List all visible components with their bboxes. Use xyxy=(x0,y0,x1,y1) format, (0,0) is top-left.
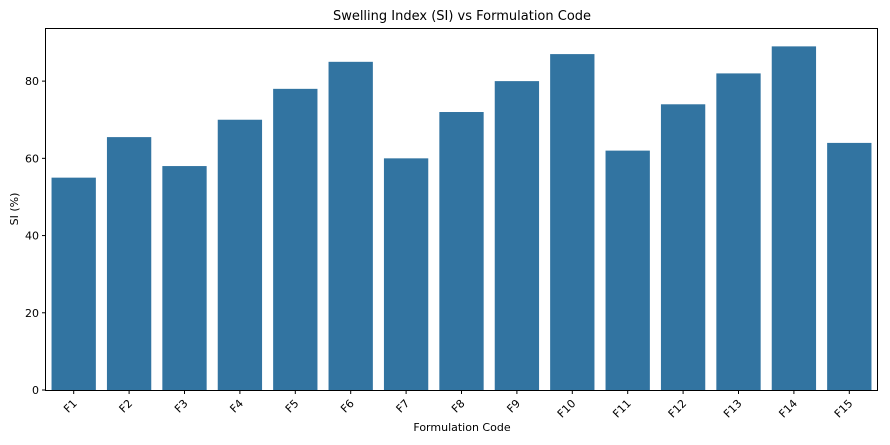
bar-f4 xyxy=(217,119,263,391)
x-axis-ticks: F1 F2 F3 F4 F5 F6 F7 F8 F9 F10 F11 F12 F13 F14 F15 xyxy=(61,390,855,420)
y-tick-label: 40 xyxy=(25,230,39,243)
x-tick-label: F8 xyxy=(449,397,468,416)
bar-f11 xyxy=(605,150,650,390)
x-tick-label: F12 xyxy=(666,397,690,421)
bar-f7 xyxy=(383,158,429,390)
bar-f5 xyxy=(273,88,318,391)
bar-f12 xyxy=(660,104,706,391)
x-tick-label: F2 xyxy=(117,397,136,416)
bar-f1 xyxy=(51,177,96,390)
bar-f10 xyxy=(550,54,595,391)
x-tick-label: F11 xyxy=(610,397,634,421)
bar-f14 xyxy=(771,46,817,391)
bar-f3 xyxy=(162,166,207,390)
y-axis-ticks: 0 20 40 60 80 xyxy=(25,75,46,397)
bar-f8 xyxy=(439,112,484,391)
bar-f6 xyxy=(328,61,373,391)
x-tick-label: F15 xyxy=(832,397,856,421)
x-tick-label: F4 xyxy=(227,397,246,416)
x-tick-label: F5 xyxy=(283,397,302,416)
x-tick-label: F6 xyxy=(338,397,357,416)
bars-group xyxy=(51,46,872,391)
plot-frame xyxy=(45,28,878,391)
y-tick-label: 0 xyxy=(32,384,39,397)
chart-title: Swelling Index (SI) vs Formulation Code xyxy=(333,9,591,24)
y-tick-label: 60 xyxy=(25,152,39,165)
y-axis-label: SI (%) xyxy=(8,193,21,226)
x-tick-label: F10 xyxy=(555,397,579,421)
x-tick-label: F7 xyxy=(394,397,413,416)
bar-f9 xyxy=(494,81,540,391)
bar-f13 xyxy=(716,73,761,391)
y-tick-label: 80 xyxy=(25,75,39,88)
y-tick-label: 20 xyxy=(25,307,39,320)
x-tick-label: F9 xyxy=(504,397,523,416)
bar-f2 xyxy=(106,137,152,390)
x-tick-label: F14 xyxy=(776,397,800,421)
x-tick-label: F1 xyxy=(61,397,80,416)
x-tick-label: F3 xyxy=(172,397,191,416)
x-axis-label: Formulation Code xyxy=(413,421,510,434)
bar-f15 xyxy=(827,142,872,390)
x-tick-label: F13 xyxy=(721,397,745,421)
